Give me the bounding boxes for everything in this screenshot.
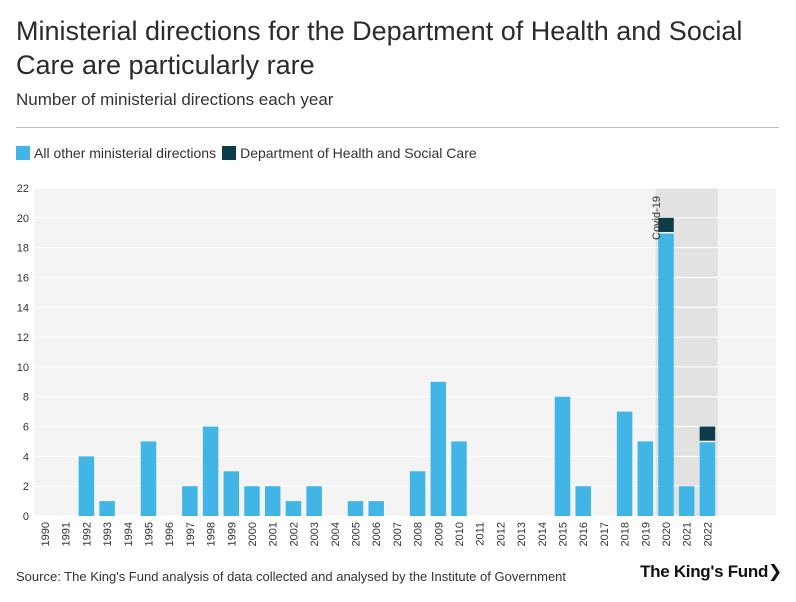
x-tick-label: 2015: [558, 522, 570, 546]
x-tick-label: 2003: [309, 522, 321, 546]
legend-item-dhsc[interactable]: Department of Health and Social Care: [222, 145, 477, 161]
bar-other: [285, 501, 302, 516]
x-tick-label: 2021: [682, 522, 694, 546]
bar-dhsc: [699, 426, 716, 442]
bar-other: [430, 381, 447, 516]
x-tick-label: 2014: [537, 522, 549, 546]
x-tick-label: 1996: [164, 522, 176, 546]
bar-other: [616, 411, 633, 516]
bar-other: [223, 471, 240, 516]
legend-swatch-dhsc: [222, 146, 237, 160]
y-tick-label: 0: [23, 511, 29, 523]
y-tick-label: 10: [17, 362, 29, 374]
bar-other: [451, 441, 467, 516]
x-tick-label: 2005: [351, 522, 363, 546]
x-tick-label: 2017: [599, 522, 611, 546]
source-note: Source: The King's Fund analysis of data…: [16, 569, 567, 584]
legend-swatch-other: [16, 146, 30, 160]
x-tick-label: 2006: [371, 522, 383, 546]
legend-label-other: All other ministerial directions: [34, 145, 217, 161]
x-tick-label: 2004: [330, 522, 342, 546]
x-tick-label: 1993: [102, 522, 114, 546]
x-tick-label: 2022: [702, 522, 714, 546]
x-tick-label: 2010: [454, 522, 466, 546]
header-divider: [16, 127, 779, 128]
bar-other: [202, 426, 219, 516]
y-tick-label: 14: [17, 302, 29, 314]
y-tick-label: 12: [17, 332, 29, 344]
x-tick-label: 1991: [61, 522, 73, 546]
bar-other: [368, 501, 384, 516]
x-tick-label: 2001: [268, 522, 280, 546]
y-tick-label: 16: [17, 272, 29, 284]
x-tick-label: 1998: [206, 522, 218, 546]
x-tick-label: 2019: [640, 522, 652, 546]
x-tick-label: 2007: [392, 522, 404, 546]
x-tick-label: 2002: [288, 522, 300, 546]
bar-other: [637, 441, 654, 516]
legend-item-other[interactable]: All other ministerial directions: [16, 145, 216, 161]
y-tick-label: 8: [23, 392, 29, 404]
bar-other: [182, 486, 198, 516]
kings-fund-logo: The King's Fund❯: [640, 562, 782, 581]
x-tick-label: 2009: [433, 522, 445, 546]
x-tick-label: 1992: [81, 522, 93, 546]
legend-label-dhsc: Department of Health and Social Care: [240, 145, 477, 161]
x-tick-label: 1997: [185, 522, 197, 546]
bar-other: [678, 486, 695, 516]
x-tick-label: 2008: [413, 522, 425, 546]
x-tick-label: 1994: [123, 522, 135, 546]
bar-other: [347, 501, 364, 516]
bar-other: [658, 232, 674, 516]
bar-other: [699, 441, 716, 516]
x-tick-label: 1990: [40, 522, 52, 546]
chart-title: Ministerial directions for the Departmen…: [16, 16, 743, 80]
y-tick-label: 4: [23, 451, 29, 463]
x-tick-label: 2013: [516, 522, 528, 546]
bar-other: [575, 486, 591, 516]
x-tick-label: 2012: [495, 522, 507, 546]
x-tick-label: 2018: [620, 522, 632, 546]
x-tick-label: 2011: [475, 522, 487, 546]
y-tick-label: 22: [17, 183, 29, 195]
bar-other: [409, 471, 426, 516]
bar-other: [244, 486, 260, 516]
covid-annotation: Covid-19: [651, 196, 663, 240]
x-tick-label: 2020: [661, 522, 673, 546]
bar-other: [99, 501, 115, 516]
y-tick-label: 2: [23, 481, 29, 493]
x-tick-label: 2000: [247, 522, 259, 546]
x-tick-label: 1999: [226, 522, 238, 546]
bar-other: [78, 456, 95, 516]
bar-other: [306, 486, 322, 516]
bar-other: [554, 396, 571, 516]
y-tick-label: 6: [23, 422, 29, 434]
chart-subtitle: Number of ministerial directions each ye…: [16, 90, 334, 109]
x-tick-label: 1995: [144, 522, 156, 546]
bar-dhsc: [658, 217, 674, 233]
y-tick-label: 20: [17, 213, 29, 225]
bar-other: [140, 441, 157, 516]
bar-other: [264, 486, 281, 516]
x-tick-label: 2016: [578, 522, 590, 546]
y-tick-label: 18: [17, 243, 29, 255]
legend: All other ministerial directions Departm…: [16, 145, 483, 161]
